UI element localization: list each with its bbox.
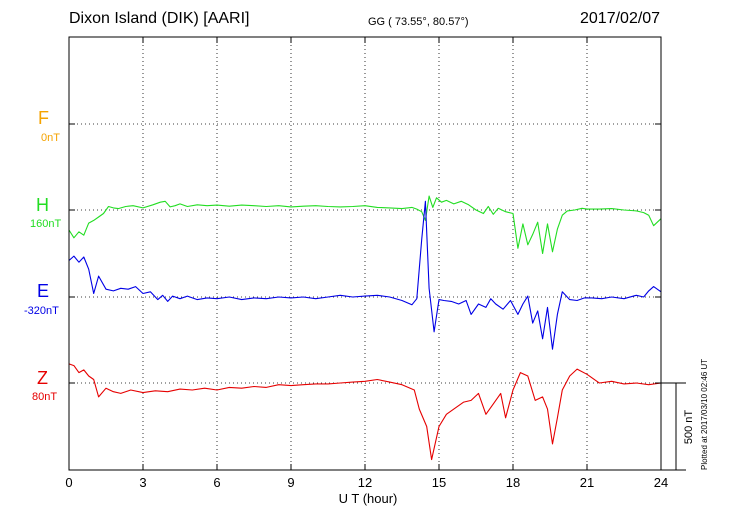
series-label-z: Z	[37, 368, 48, 388]
series-label-h: H	[36, 195, 49, 215]
x-tick-label-15: 15	[432, 475, 446, 490]
series-base-e: -320nT	[24, 305, 59, 317]
series-base-h: 160nT	[30, 218, 62, 230]
station-title: Dixon Island (DIK) [AARI]	[69, 10, 250, 27]
x-tick-label-12: 12	[358, 475, 372, 490]
scale-bar-label: 500 nT	[683, 410, 695, 445]
x-tick-label-9: 9	[287, 475, 294, 490]
series-label-e: E	[37, 281, 50, 301]
x-tick-label-21: 21	[580, 475, 594, 490]
series-base-f: 0nT	[41, 132, 60, 144]
x-tick-label-6: 6	[213, 475, 220, 490]
data-traces	[68, 195, 662, 461]
x-tick-label-24: 24	[654, 475, 668, 490]
x-axis-ticks: 0 3 6 9 12 15 18 21 24	[65, 37, 668, 490]
geo-coordinates: GG ( 73.55°, 80.57°)	[368, 16, 469, 28]
trace-z	[68, 363, 662, 461]
series-base-z: 80nT	[32, 391, 58, 403]
observation-date: 2017/02/07	[580, 10, 661, 27]
scale-bar: 500 nT	[661, 382, 695, 471]
x-axis-label: U T (hour)	[339, 491, 398, 506]
trace-h	[68, 195, 662, 255]
x-tick-label-3: 3	[139, 475, 146, 490]
x-tick-label-18: 18	[506, 475, 520, 490]
trace-e	[68, 200, 662, 350]
grid-lines	[69, 37, 661, 470]
x-tick-label-0: 0	[65, 475, 72, 490]
series-label-f: F	[38, 108, 49, 128]
